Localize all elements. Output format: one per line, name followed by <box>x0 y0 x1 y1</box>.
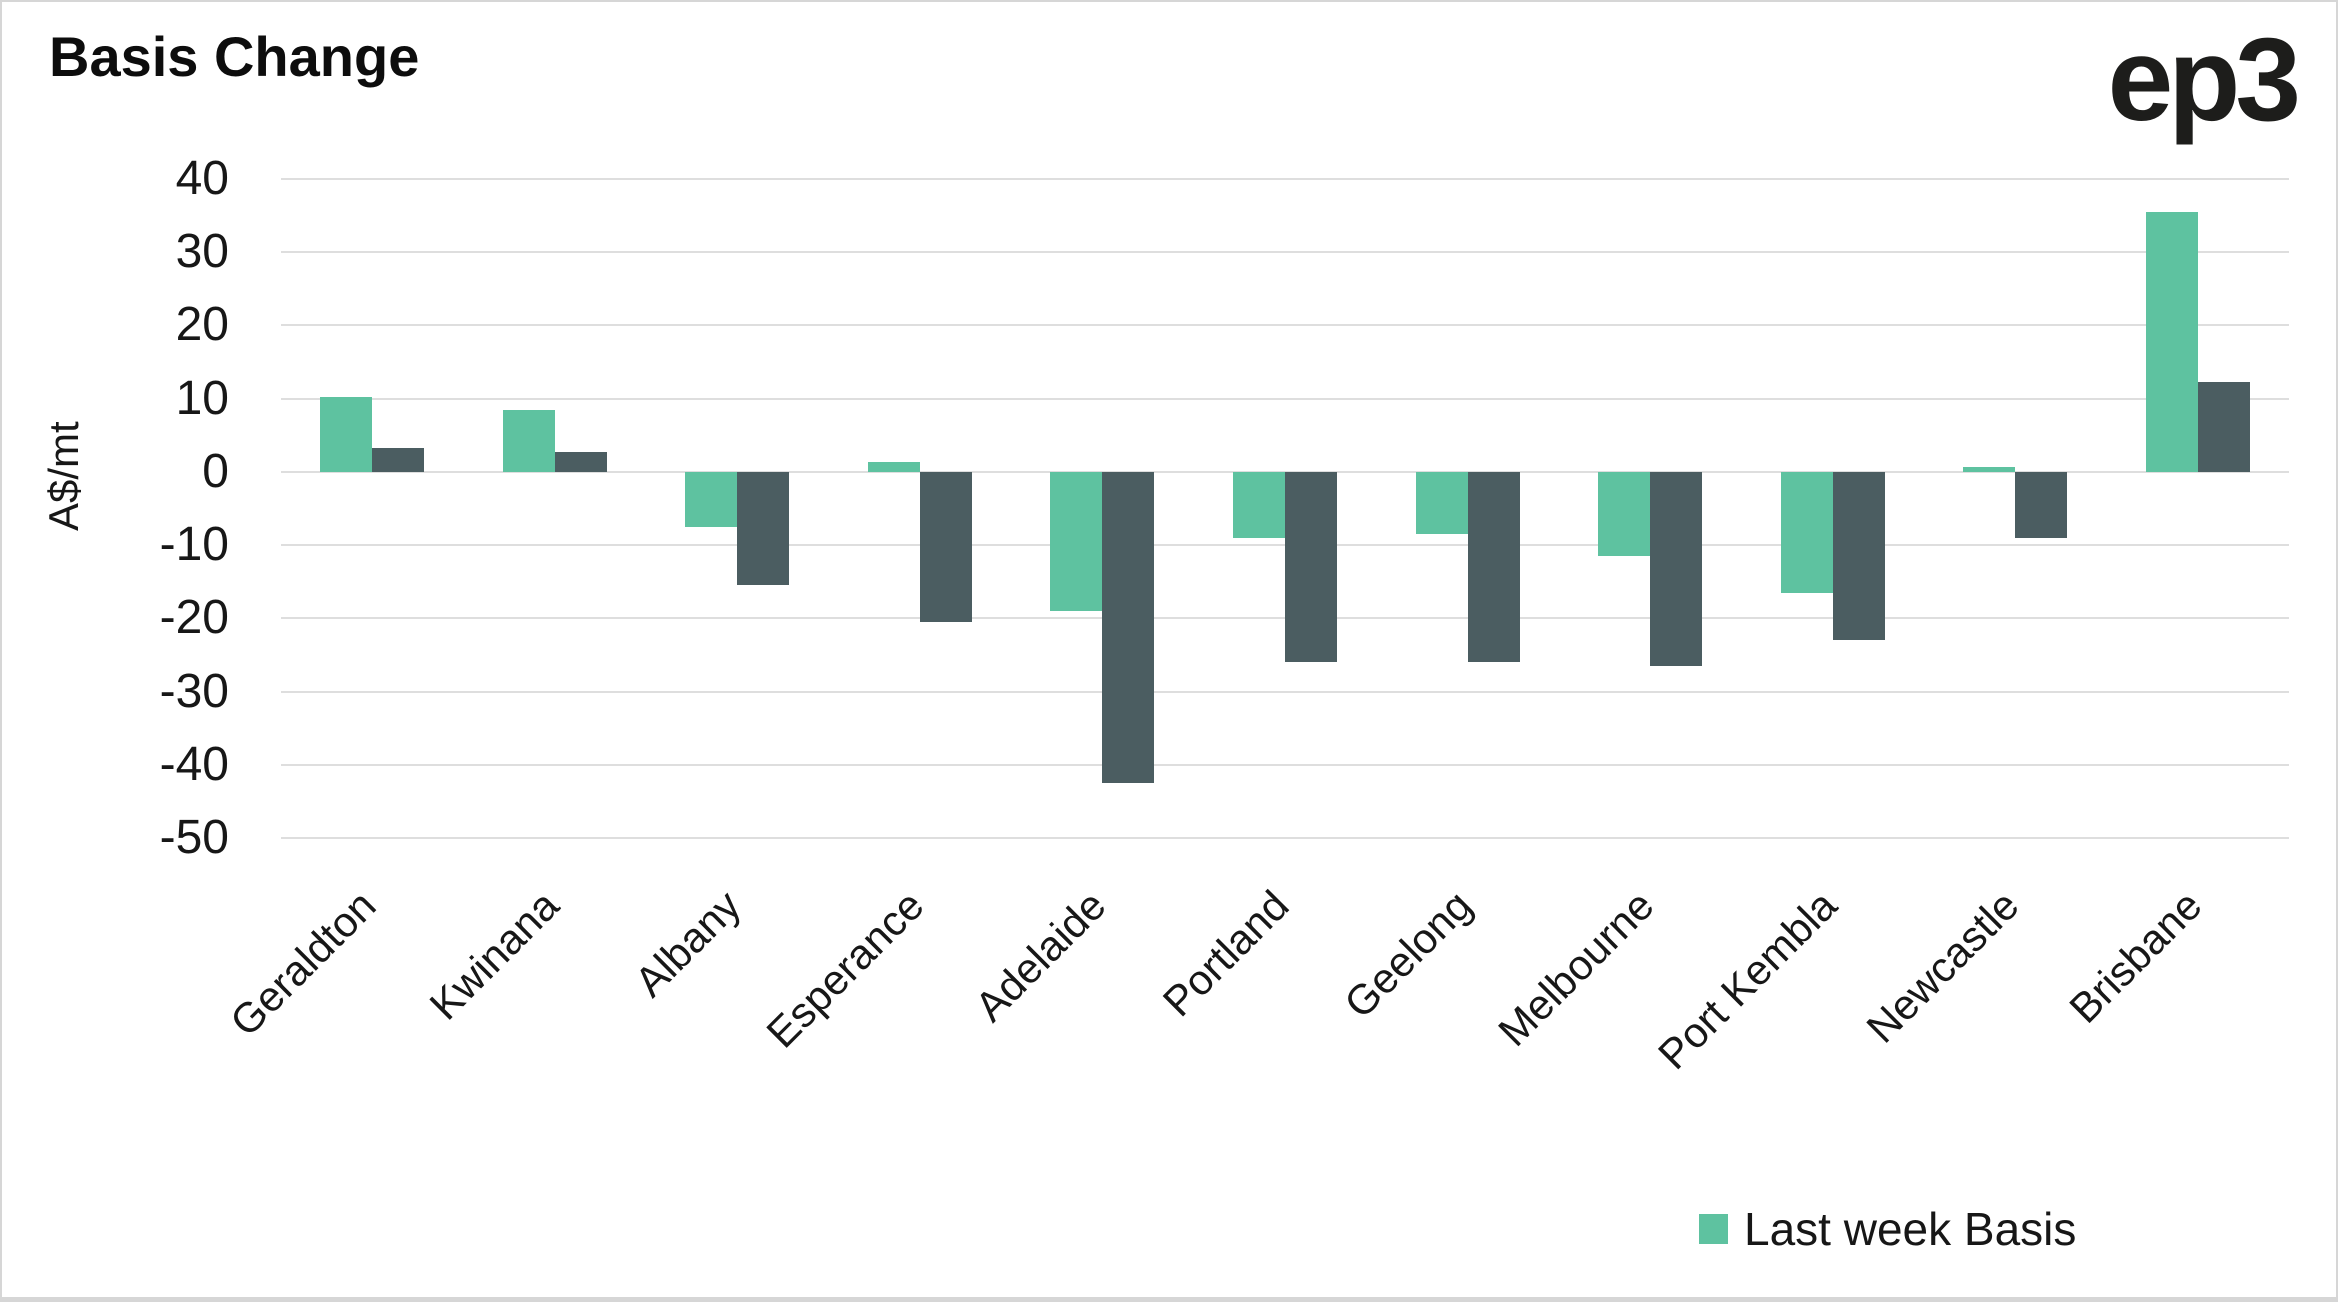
x-label-esperance: Esperance <box>757 881 933 1057</box>
x-label-newcastle: Newcastle <box>1857 881 2028 1052</box>
gridline-40 <box>281 178 2289 180</box>
y-tick-label--50: -50 <box>159 811 229 864</box>
chart-legend: Last week Basis <box>1699 1202 2076 1256</box>
bar-geraldton-series2 <box>372 448 425 472</box>
y-tick-label-40: 40 <box>175 152 229 205</box>
y-tick-label--40: -40 <box>159 737 229 791</box>
x-label-portland: Portland <box>1153 881 1298 1026</box>
gridline--40 <box>281 763 2289 766</box>
gridline--50 <box>281 837 2289 839</box>
legend-swatch-icon <box>1699 1214 1728 1244</box>
gridline-20 <box>281 324 2289 327</box>
plot-area <box>281 178 2289 839</box>
chart-title: Basis Change <box>49 25 420 88</box>
bar-newcastle-series1 <box>1963 466 2016 472</box>
bar-portland-series2 <box>1285 471 1337 663</box>
bar-brisbane-series1 <box>2145 211 2198 472</box>
y-tick-label-0: 0 <box>202 444 229 498</box>
y-tick-label--30: -30 <box>159 664 229 718</box>
bar-geelong-series1 <box>1415 471 1468 535</box>
x-label-port-kembla: Port Kembla <box>1648 881 1846 1079</box>
y-tick-label--20: -20 <box>159 591 229 645</box>
x-label-melbourne: Melbourne <box>1489 881 1663 1055</box>
y-tick-label-20: 20 <box>175 298 229 352</box>
y-axis-tick-labels: 40 30 20 10 0 -10 -20 -30 -40 -50 <box>69 2 229 1297</box>
bar-kwinana-series2 <box>554 452 607 472</box>
y-tick-label--10: -10 <box>159 518 229 572</box>
bar-geraldton-series1 <box>320 397 373 472</box>
x-label-adelaide: Adelaide <box>966 881 1116 1031</box>
bar-portland-series1 <box>1233 471 1285 538</box>
x-label-geelong: Geelong <box>1334 881 1481 1027</box>
x-label-geraldton: Geraldton <box>221 881 385 1046</box>
bar-brisbane-series2 <box>2197 381 2250 472</box>
bar-port-kembla-series1 <box>1780 471 1833 593</box>
bar-kwinana-series1 <box>502 409 555 472</box>
y-tick-label-10: 10 <box>175 371 229 425</box>
bar-melbourne-series1 <box>1598 471 1651 557</box>
bar-adelaide-series2 <box>1102 471 1155 784</box>
bar-newcastle-series2 <box>2015 471 2068 538</box>
bar-adelaide-series1 <box>1050 471 1103 611</box>
x-label-brisbane: Brisbane <box>2059 881 2211 1032</box>
legend-label: Last week Basis <box>1744 1203 2077 1255</box>
x-label-kwinana: Kwinana <box>420 881 568 1029</box>
bar-albany-series2 <box>737 471 790 586</box>
bar-esperance-series2 <box>919 471 972 622</box>
gridline--30 <box>281 690 2289 693</box>
gridline-30 <box>281 251 2289 254</box>
gridline-10 <box>281 397 2289 400</box>
bar-geelong-series2 <box>1467 471 1520 663</box>
bar-port-kembla-series2 <box>1832 471 1885 641</box>
bar-esperance-series1 <box>867 461 920 472</box>
y-tick-label-30: 30 <box>175 225 229 279</box>
bar-albany-series1 <box>685 471 738 527</box>
ep3-logo: ep3 <box>2107 14 2301 146</box>
x-label-albany: Albany <box>625 881 751 1006</box>
bar-melbourne-series2 <box>1650 471 1703 666</box>
